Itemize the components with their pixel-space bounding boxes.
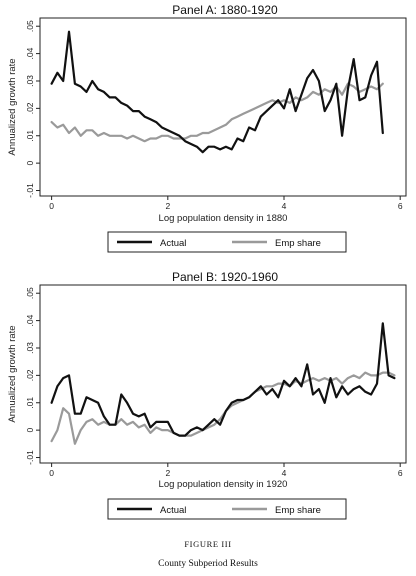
legend-label-actual: Actual [160, 238, 186, 249]
legend-label-actual: Actual [160, 505, 186, 516]
series-line-actual [50, 322, 396, 437]
x-axis-label: Log population density in 1880 [159, 213, 288, 224]
x-tick-label: 2 [165, 468, 170, 478]
panel-title: Panel A: 1880-1920 [172, 3, 278, 17]
legend-label-emp-share: Emp share [275, 238, 321, 249]
x-axis-ticks: 0 2 4 6 [49, 463, 403, 478]
legend-label-emp-share: Emp share [275, 505, 321, 516]
y-tick-label: -.01 [25, 183, 35, 198]
series-group [50, 30, 384, 154]
legend-box [107, 498, 347, 520]
legend: Actual Emp share [107, 231, 347, 253]
x-tick-label: 4 [282, 468, 287, 478]
plot-frame [39, 17, 407, 197]
y-tick-label: .02 [25, 102, 35, 114]
x-tick-label: 6 [398, 468, 403, 478]
y-tick-label: .04 [25, 314, 35, 326]
x-tick-label: 0 [49, 468, 54, 478]
x-tick-label: 2 [165, 201, 170, 211]
panel-title: Panel B: 1920-1960 [172, 270, 278, 284]
panel-a: Panel A: 1880-1920 -.010.01.02.03.04.05 … [7, 3, 407, 253]
y-tick-label: -.01 [25, 450, 35, 465]
y-tick-label: 0 [25, 161, 35, 166]
x-tick-label: 0 [49, 201, 54, 211]
y-tick-label: .03 [25, 75, 35, 87]
y-tick-label: .05 [25, 20, 35, 32]
series-line-emp-share [50, 371, 396, 445]
figure-label: FIGURE III [184, 539, 231, 549]
legend: Actual Emp share [107, 498, 347, 520]
legend-box [107, 231, 347, 253]
x-tick-label: 6 [398, 201, 403, 211]
y-axis-ticks: -.01 0 .01 .02 .03 .04 .05 [25, 287, 40, 465]
y-axis-ticks: -.01 0 .01 .02 .03 .04 .05 [25, 20, 40, 198]
series-line-emp-share [50, 82, 384, 143]
y-tick-label: .04 [25, 47, 35, 59]
y-tick-label: .02 [25, 369, 35, 381]
y-tick-label: 0 [25, 428, 35, 433]
series-line-actual [50, 30, 384, 154]
y-tick-label: .05 [25, 287, 35, 299]
y-axis-label: Annualized growth rate [7, 58, 18, 155]
plot-frame [39, 284, 407, 464]
y-tick-label: .03 [25, 342, 35, 354]
panel-b: Panel B: 1920-1960 -.010.01.02.03.04.05 … [7, 270, 407, 520]
y-tick-label: .01 [25, 130, 35, 142]
x-axis-ticks: 0 2 4 6 [49, 196, 403, 211]
x-axis-label: Log population density in 1920 [159, 479, 288, 490]
x-tick-label: 4 [282, 201, 287, 211]
y-axis-label: Annualized growth rate [7, 325, 18, 422]
series-group [50, 322, 396, 445]
y-tick-label: .01 [25, 397, 35, 409]
figure-caption: County Subperiod Results [158, 559, 258, 569]
